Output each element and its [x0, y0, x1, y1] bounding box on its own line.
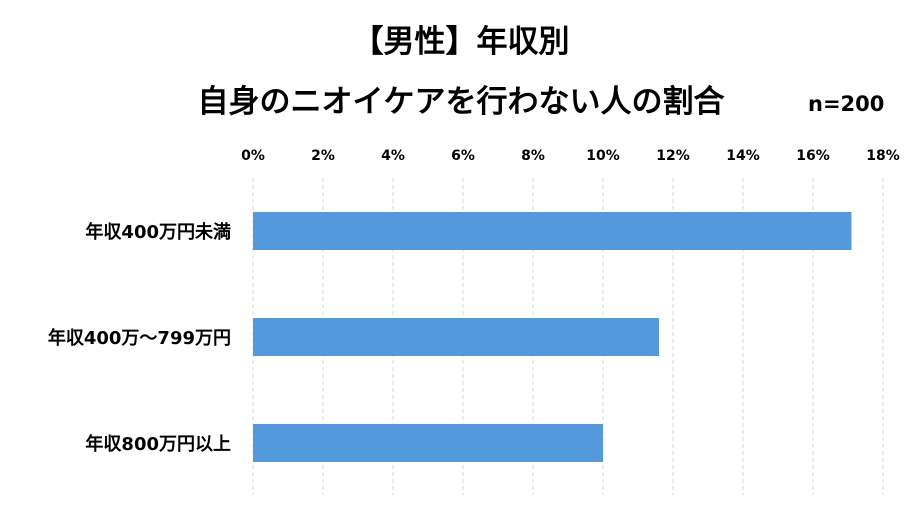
- x-tick-label: 16%: [796, 148, 830, 164]
- x-tick-label: 8%: [521, 148, 545, 164]
- x-tick-label: 4%: [381, 148, 405, 164]
- x-tick-label: 10%: [586, 148, 620, 164]
- x-tick-label: 0%: [241, 148, 265, 164]
- bars: [253, 212, 852, 462]
- x-tick-label: 12%: [656, 148, 690, 164]
- x-tick-label: 14%: [726, 148, 760, 164]
- category-label: 年収800万円以上: [85, 433, 231, 455]
- bar: [253, 318, 659, 356]
- chart-title: 【男性】年収別: [352, 24, 570, 60]
- sample-size-annotation: n=200: [808, 92, 885, 116]
- bar: [253, 212, 852, 250]
- category-label: 年収400万～799万円: [48, 327, 231, 349]
- x-tick-label: 2%: [311, 148, 335, 164]
- category-label: 年収400万円未満: [85, 221, 231, 243]
- x-tick-label: 18%: [866, 148, 900, 164]
- x-axis-ticks: 0% 2% 4% 6% 8% 10% 12% 14% 16% 18%: [241, 148, 900, 164]
- bar: [253, 424, 603, 462]
- chart-subtitle: 自身のニオイケアを行わない人の割合: [197, 84, 725, 120]
- x-tick-label: 6%: [451, 148, 475, 164]
